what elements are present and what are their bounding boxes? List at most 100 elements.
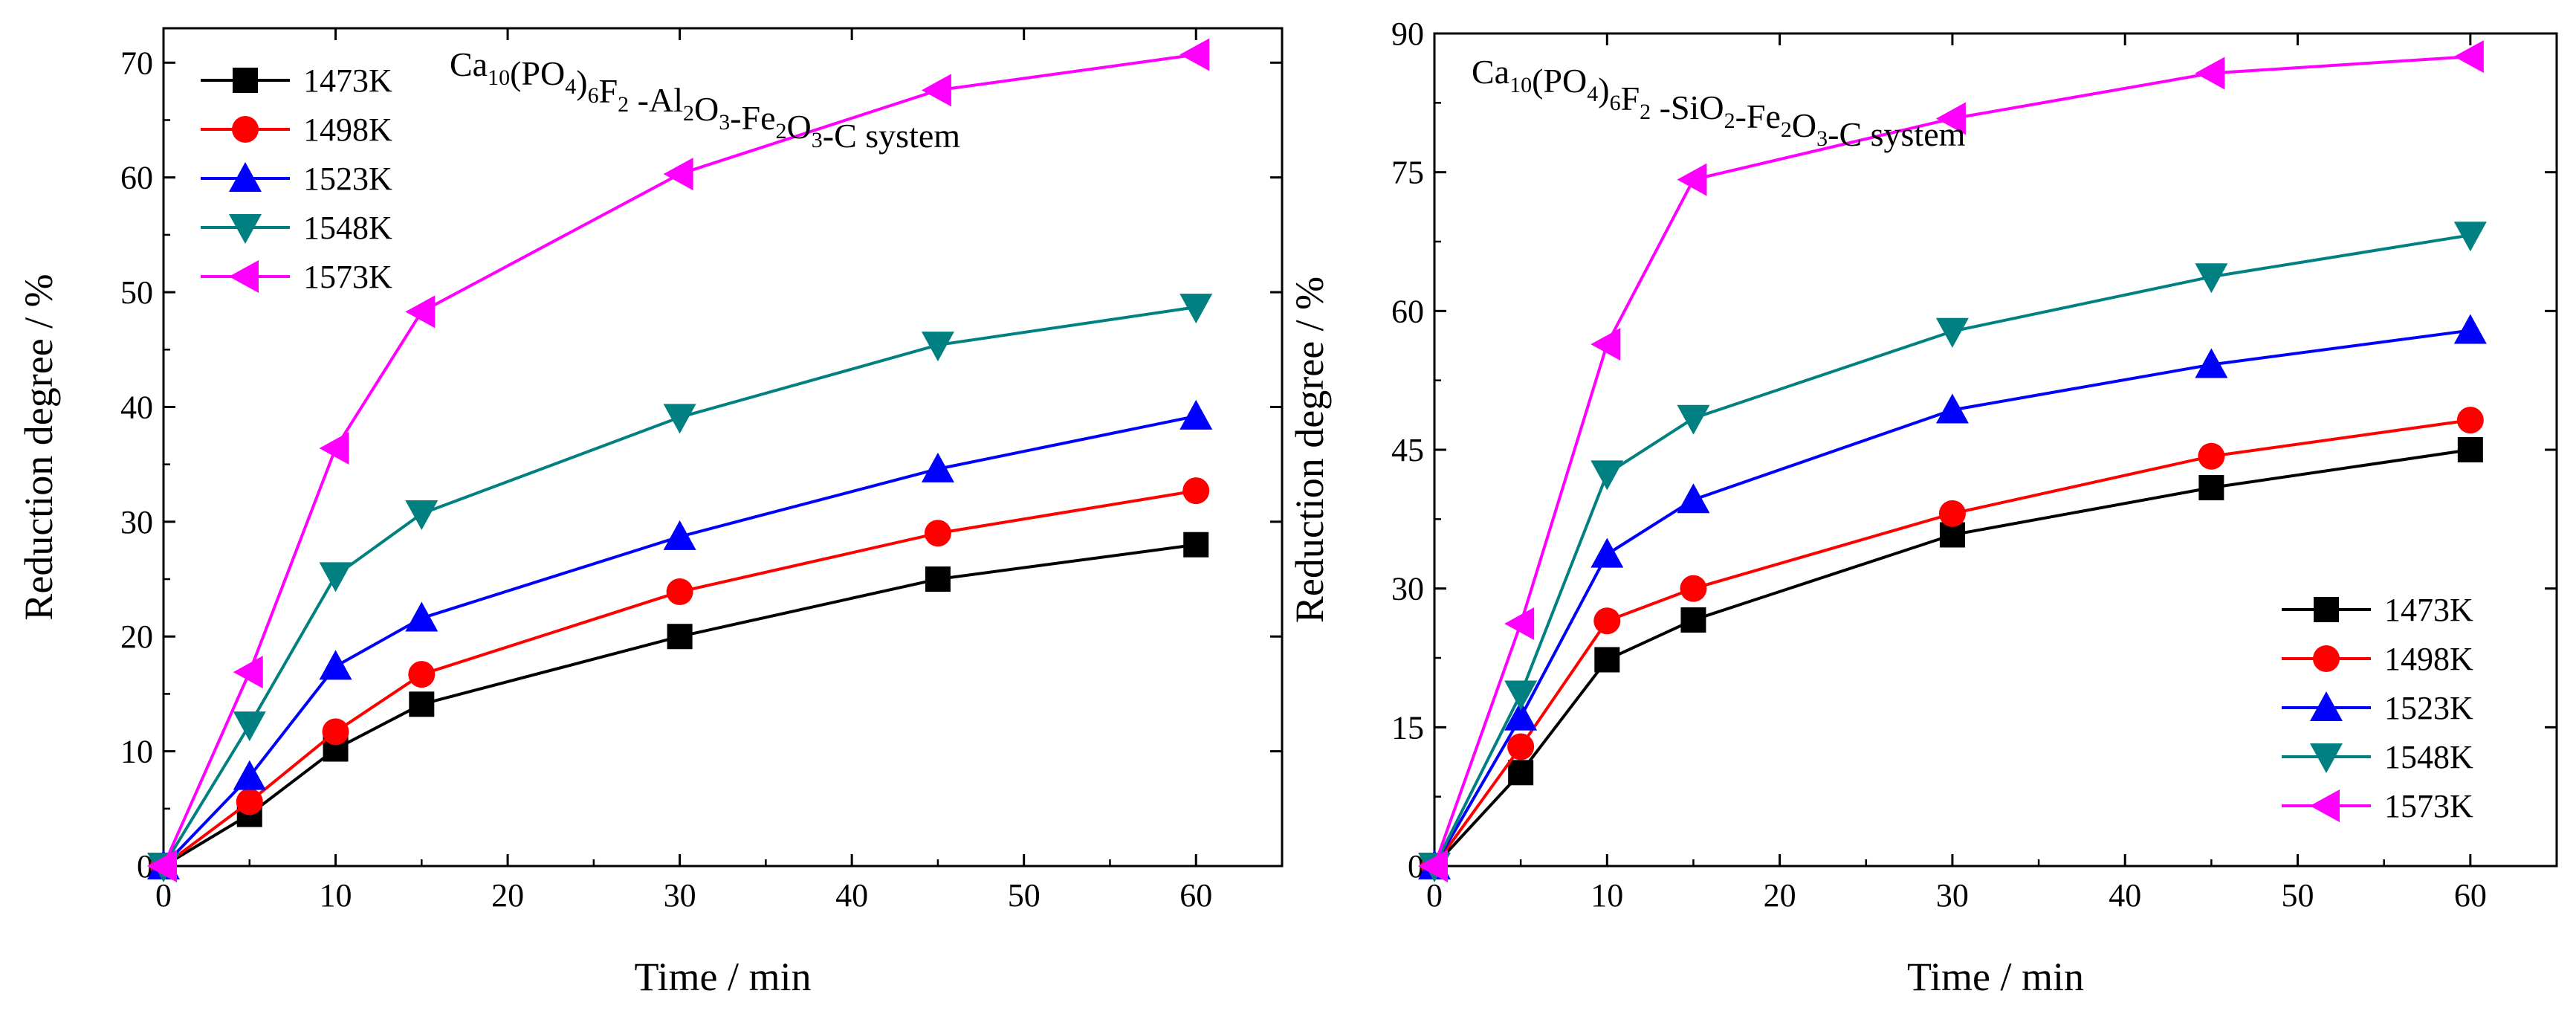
legend-marker	[232, 116, 259, 143]
chart-panel-2: 0 10 20 30 40 50 60 0 15 30 45 60 75 90 Time / min Redu…	[1287, 16, 2558, 999]
x-axis-title: Time / min	[1907, 955, 2084, 999]
data-point	[1680, 575, 1707, 602]
x-tick-label: 30	[664, 877, 696, 914]
title-subscript: 3	[719, 110, 730, 135]
title-subscript: 6	[588, 83, 599, 108]
y-tick-label: 50	[120, 274, 153, 311]
data-point	[1593, 607, 1621, 635]
data-point	[1935, 317, 1969, 348]
data-point	[2456, 407, 2484, 434]
data-point	[1179, 38, 1210, 71]
title-text: (PO	[1532, 62, 1587, 100]
title-text: -C system	[823, 117, 961, 155]
data-point	[2453, 40, 2484, 74]
legend-label: 1498K	[303, 112, 392, 148]
data-point	[921, 332, 954, 362]
title-text: )	[576, 63, 587, 101]
legend-label: 1573K	[303, 259, 392, 295]
data-point	[666, 578, 693, 606]
legend-marker	[2314, 597, 2339, 622]
data-point	[233, 760, 266, 790]
legend-label: 1548K	[303, 210, 392, 246]
x-tick-label: 20	[491, 877, 524, 914]
data-point	[667, 624, 693, 650]
series-1523K	[147, 399, 1213, 879]
legend-label: 1473K	[2384, 592, 2473, 628]
data-point	[405, 601, 438, 632]
x-tick-label: 0	[1426, 877, 1443, 914]
legend-marker	[2313, 645, 2340, 672]
data-point	[1504, 607, 1535, 640]
data-point	[233, 711, 266, 742]
title-subscript: 6	[1610, 91, 1621, 115]
title-subscript: 2	[1640, 100, 1651, 124]
title-text: O	[694, 90, 719, 128]
data-point	[408, 661, 436, 688]
y-tick-label: 60	[120, 160, 153, 196]
title-subscript: 2	[776, 119, 787, 143]
data-point	[319, 562, 352, 592]
title-subscript: 4	[565, 74, 576, 99]
y-tick-label: 10	[120, 734, 153, 770]
legend-marker	[233, 68, 258, 93]
legend-marker	[229, 260, 259, 293]
legend-marker	[229, 214, 262, 244]
x-tick-label: 40	[835, 877, 868, 914]
legend-label: 1473K	[303, 62, 392, 99]
data-point	[2195, 348, 2228, 378]
data-point	[2457, 437, 2483, 462]
y-tick-label: 90	[1391, 16, 1424, 52]
x-tick-label: 60	[1179, 877, 1212, 914]
data-point	[1677, 404, 1710, 435]
plot-frame	[162, 27, 1284, 868]
data-point	[2453, 222, 2487, 252]
series-1548K	[147, 294, 1213, 882]
title-text: -Al	[629, 81, 683, 119]
data-point	[1935, 393, 1969, 424]
title-subscript: 2	[1724, 109, 1735, 133]
data-point	[1590, 460, 1624, 491]
title-subscript: 2	[683, 101, 694, 126]
title-text: Ca	[1472, 53, 1509, 91]
data-point	[405, 500, 438, 531]
title-subscript: 10	[488, 65, 510, 90]
data-point	[2195, 56, 2225, 90]
data-point	[663, 520, 696, 550]
legend-marker	[2310, 789, 2340, 822]
data-point	[319, 650, 352, 680]
title-text: Ca	[450, 45, 488, 83]
data-point	[319, 432, 349, 465]
legend-label: 1573K	[2384, 788, 2473, 824]
data-point	[921, 452, 954, 482]
x-tick-label: 0	[155, 877, 172, 914]
title-text: )	[1598, 71, 1609, 109]
y-tick-label: 0	[137, 848, 153, 885]
y-tick-label: 45	[1391, 432, 1424, 468]
legend-label: 1548K	[2384, 739, 2473, 775]
data-point	[1680, 607, 1706, 633]
data-point	[1179, 294, 1213, 324]
series-line	[1433, 419, 2471, 868]
data-point	[1182, 477, 1210, 505]
legend-label: 1498K	[2384, 641, 2473, 677]
y-tick-label: 60	[1391, 293, 1424, 329]
chart-title: Ca10(PO4)6F2 -Al2O3-Fe2O3-C system	[450, 45, 960, 155]
data-point	[2198, 442, 2225, 470]
legend: 1473K 1498K 1523K 1548K 1573K	[201, 62, 392, 295]
title-subscript: 3	[812, 128, 823, 152]
legend-marker	[2310, 743, 2343, 773]
y-tick-label: 15	[1391, 709, 1424, 746]
title-subscript: 4	[1587, 82, 1598, 106]
data-point	[1590, 328, 1621, 361]
series-1473K	[1422, 437, 2483, 879]
data-point	[147, 850, 177, 882]
y-tick-label: 70	[120, 45, 153, 81]
title-text: -Fe	[1735, 97, 1781, 135]
data-point	[1507, 733, 1535, 760]
title-subscript: 2	[618, 92, 629, 117]
data-point	[2453, 314, 2487, 344]
series-1548K	[1418, 222, 2487, 882]
series-1573K	[147, 38, 1210, 882]
title-text: -Fe	[730, 99, 775, 137]
